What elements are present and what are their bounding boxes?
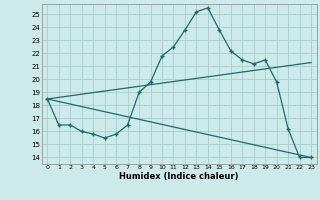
X-axis label: Humidex (Indice chaleur): Humidex (Indice chaleur) [119,172,239,181]
